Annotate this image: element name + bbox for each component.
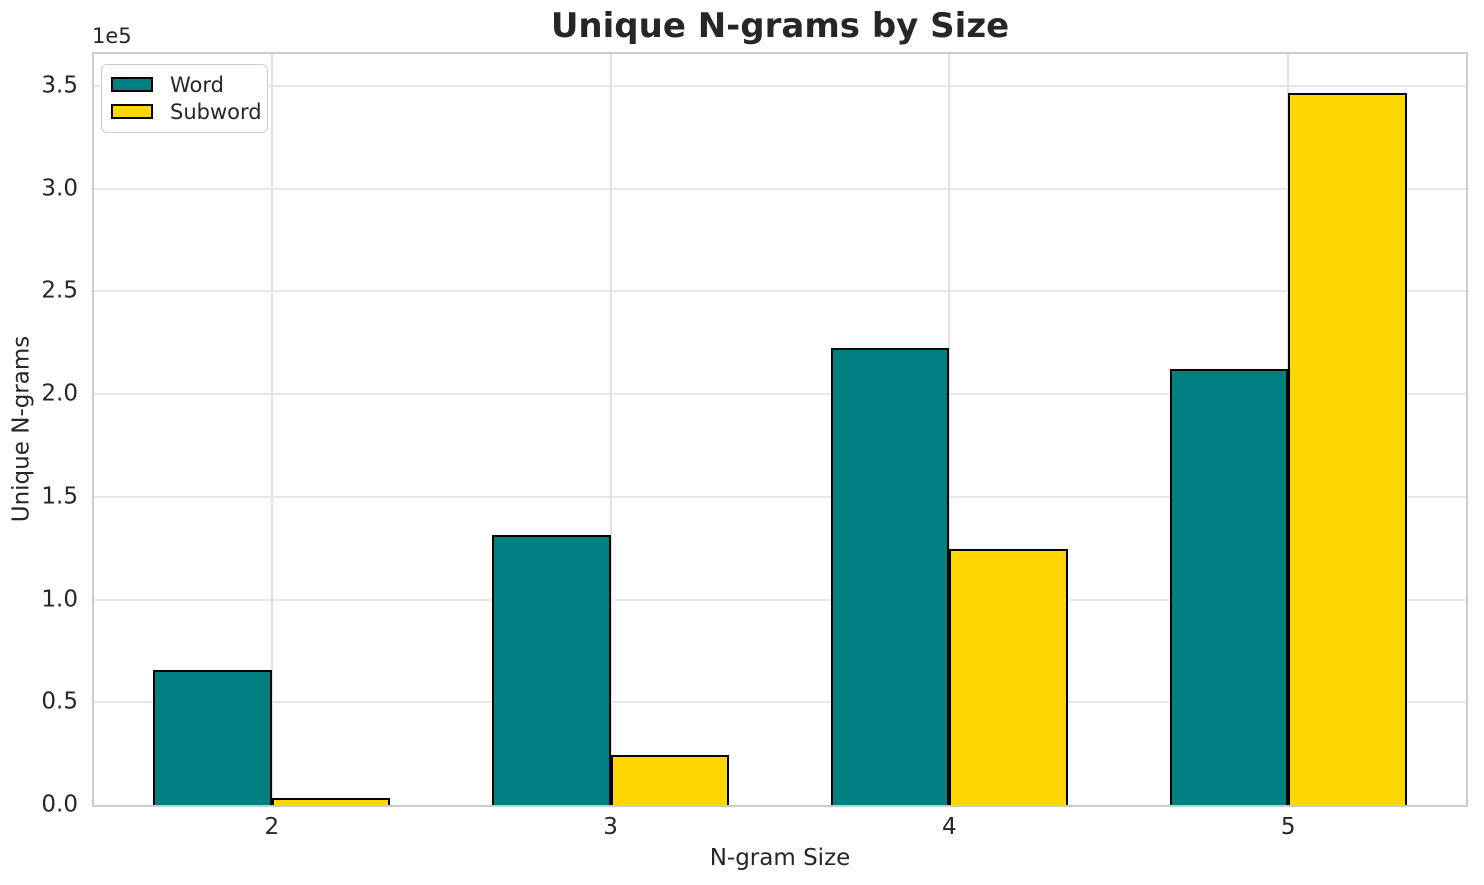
bar-word-3 [492,534,611,805]
bar-word-5 [1169,369,1289,805]
legend-entry-word: Word [111,71,257,98]
legend-entry-subword: Subword [111,98,262,125]
y-tick-0.0: 0.0 [41,791,78,818]
bar-subword-5 [1288,93,1407,805]
y-tick-0.5: 0.5 [41,688,78,715]
h-gridline-2.5 [94,290,1466,293]
y-axis-offset-label: 1e5 [92,24,132,48]
legend-swatch-word [111,77,153,92]
h-gridline-1.0 [94,598,1466,601]
bar-subword-4 [949,549,1068,805]
legend-label-word: Word [170,72,224,97]
legend: Word Subword [101,64,268,133]
chart-title: Unique N-grams by Size [550,6,1010,46]
y-tick-2.5: 2.5 [41,277,78,304]
h-gridline-1.5 [94,495,1466,498]
bar-subword-3 [610,754,730,805]
y-tick-3.0: 3.0 [41,175,78,202]
v-gridline-2 [270,54,273,805]
legend-label-subword: Subword [170,99,262,124]
bar-word-4 [830,347,950,805]
x-tick-4: 4 [942,814,957,840]
bars-layer [94,54,1466,805]
x-tick-3: 3 [603,814,618,840]
bar-word-2 [153,670,272,805]
v-gridline-3 [609,54,612,805]
y-tick-1.5: 1.5 [41,483,78,510]
y-tick-1.0: 1.0 [41,586,78,613]
x-tick-2: 2 [264,814,280,840]
h-gridline-3.5 [94,84,1466,87]
legend-swatch-subword [111,104,153,119]
plot-area: Word Subword [92,52,1468,807]
y-tick-3.5: 3.5 [41,72,78,99]
y-axis-label: Unique N-grams [8,335,35,523]
bar-subword-2 [271,797,391,805]
h-gridline-3.0 [94,187,1466,190]
x-tick-5: 5 [1280,814,1296,840]
h-gridline-0.5 [94,701,1466,704]
v-gridline-4 [948,54,951,805]
x-axis-label: N-gram Size [709,845,851,871]
h-gridline-2.0 [94,393,1466,396]
y-tick-2.0: 2.0 [41,380,78,407]
